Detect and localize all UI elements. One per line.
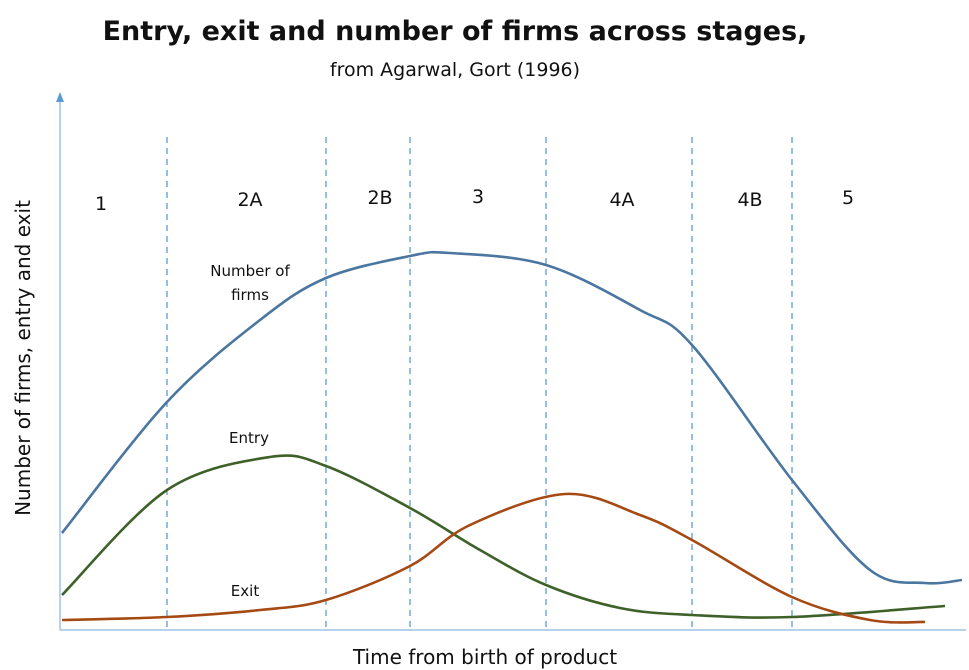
exit-label: Exit <box>231 582 260 600</box>
stage-label: 4A <box>609 189 634 211</box>
entry-label: Entry <box>229 429 269 447</box>
stage-label: 2B <box>367 187 392 209</box>
stage-label: 1 <box>95 193 107 215</box>
firms-label: Number of <box>210 262 290 280</box>
stage-label: 4B <box>737 189 762 211</box>
firms-curve <box>60 250 963 585</box>
y-axis-arrow <box>56 92 64 102</box>
title: Entry, exit and number of firms across s… <box>103 16 808 47</box>
x-axis-title: Time from birth of product <box>352 645 617 669</box>
subtitle: from Agarwal, Gort (1996) <box>330 59 580 81</box>
stage-labels: 1 2A 2B 3 4A 4B 5 <box>95 186 854 215</box>
stage-label: 2A <box>237 189 262 211</box>
exit-curve <box>61 492 926 624</box>
stage-dividers <box>166 137 793 630</box>
stage-label: 3 <box>472 186 484 208</box>
stage-label: 5 <box>842 187 854 209</box>
firms-label: firms <box>231 286 269 304</box>
y-axis-title: Number of firms, entry and exit <box>11 200 35 516</box>
entry-curve <box>61 454 946 619</box>
